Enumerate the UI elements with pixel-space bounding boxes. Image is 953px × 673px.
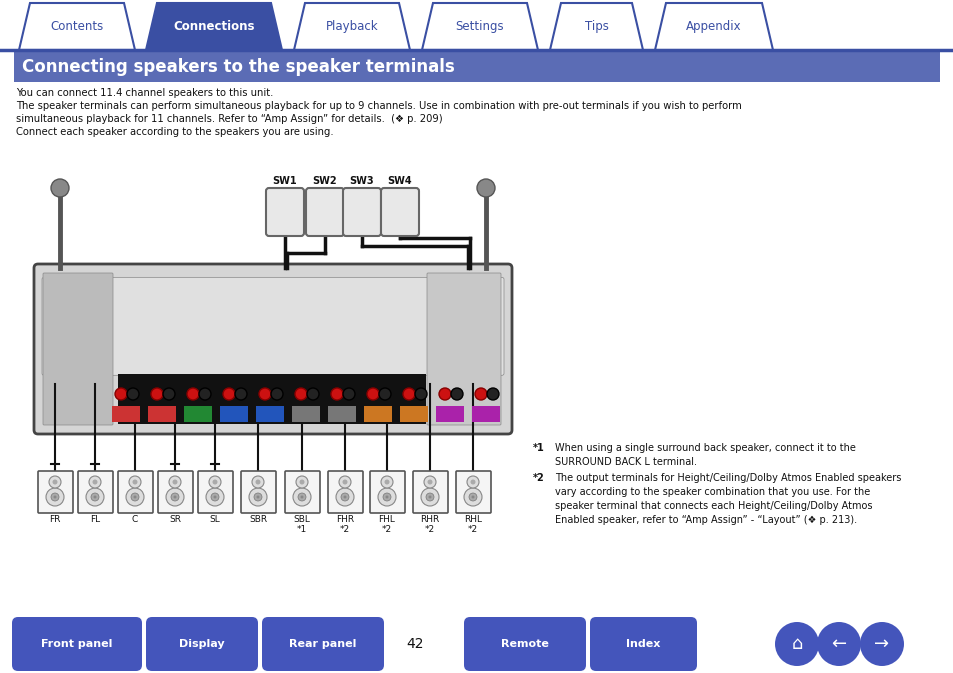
FancyBboxPatch shape [78,471,112,513]
Circle shape [256,495,259,499]
Text: Front panel: Front panel [41,639,112,649]
Text: *2: *2 [533,473,544,483]
FancyBboxPatch shape [42,277,503,376]
Text: Remote: Remote [500,639,548,649]
Circle shape [300,495,303,499]
Circle shape [89,476,101,488]
Circle shape [52,479,57,485]
Circle shape [223,388,234,400]
Text: SBL
*1: SBL *1 [294,515,310,534]
FancyBboxPatch shape [306,188,344,236]
Text: ⌂: ⌂ [790,635,801,653]
Polygon shape [146,3,282,50]
FancyBboxPatch shape [456,471,491,513]
Circle shape [255,479,260,485]
Circle shape [115,388,127,400]
Polygon shape [294,3,410,50]
Circle shape [438,388,451,400]
Circle shape [428,495,431,499]
Circle shape [271,388,283,400]
Circle shape [93,495,96,499]
FancyBboxPatch shape [285,471,319,513]
FancyBboxPatch shape [241,471,275,513]
FancyBboxPatch shape [292,406,319,422]
Circle shape [51,179,69,197]
FancyBboxPatch shape [399,406,428,422]
Text: Connecting speakers to the speaker terminals: Connecting speakers to the speaker termi… [22,58,455,76]
Text: SBR: SBR [249,515,267,524]
Polygon shape [655,3,772,50]
Circle shape [471,495,474,499]
Circle shape [420,488,438,506]
Text: →: → [874,635,888,653]
Text: FHL
*2: FHL *2 [378,515,395,534]
Text: FR: FR [50,515,61,524]
Circle shape [294,388,307,400]
FancyBboxPatch shape [43,273,112,425]
Text: You can connect 11.4 channel speakers to this unit.: You can connect 11.4 channel speakers to… [16,88,274,98]
Circle shape [385,495,388,499]
Circle shape [173,495,176,499]
FancyBboxPatch shape [198,471,233,513]
Text: Contents: Contents [51,20,104,33]
Circle shape [199,388,211,400]
Circle shape [129,476,141,488]
Circle shape [127,388,139,400]
Circle shape [377,488,395,506]
FancyBboxPatch shape [436,406,463,422]
Circle shape [249,488,267,506]
Circle shape [133,495,136,499]
Polygon shape [421,3,537,50]
Circle shape [382,493,391,501]
Text: Display: Display [179,639,225,649]
Circle shape [151,388,163,400]
FancyBboxPatch shape [12,617,142,671]
Text: Connections: Connections [173,20,254,33]
Text: The speaker terminals can perform simultaneous playback for up to 9 channels. Us: The speaker terminals can perform simult… [16,101,741,111]
Polygon shape [550,3,642,50]
FancyBboxPatch shape [158,471,193,513]
FancyBboxPatch shape [262,617,384,671]
Polygon shape [19,3,135,50]
Text: When using a single surround back speaker, connect it to the
SURROUND BACK L ter: When using a single surround back speake… [555,443,855,467]
Circle shape [213,495,216,499]
Circle shape [49,476,61,488]
Text: ←: ← [831,635,845,653]
Circle shape [859,622,903,666]
Text: simultaneous playback for 11 channels. Refer to “Amp Assign” for details.  (❖ p.: simultaneous playback for 11 channels. R… [16,114,442,124]
Circle shape [343,495,346,499]
FancyBboxPatch shape [589,617,697,671]
Circle shape [126,488,144,506]
FancyBboxPatch shape [118,471,152,513]
FancyBboxPatch shape [118,374,426,424]
Circle shape [476,179,495,197]
Circle shape [297,493,306,501]
Circle shape [307,388,318,400]
Circle shape [343,388,355,400]
Circle shape [340,493,349,501]
Text: Rear panel: Rear panel [289,639,356,649]
Circle shape [380,476,393,488]
Circle shape [252,476,264,488]
Text: SW4: SW4 [387,176,412,186]
Circle shape [774,622,818,666]
Circle shape [367,388,378,400]
Circle shape [338,476,351,488]
Text: RHL
*2: RHL *2 [463,515,481,534]
Text: Index: Index [626,639,660,649]
Text: Connect each speaker according to the speakers you are using.: Connect each speaker according to the sp… [16,127,334,137]
Text: RHR
*2: RHR *2 [420,515,439,534]
Text: Appendix: Appendix [685,20,741,33]
Circle shape [467,476,478,488]
Circle shape [299,479,304,485]
FancyBboxPatch shape [112,406,140,422]
FancyBboxPatch shape [38,471,73,513]
Text: FL: FL [90,515,100,524]
Circle shape [171,493,179,501]
Text: FHR
*2: FHR *2 [335,515,354,534]
Text: SW2: SW2 [313,176,337,186]
Circle shape [469,493,476,501]
Circle shape [131,493,139,501]
Circle shape [295,476,308,488]
